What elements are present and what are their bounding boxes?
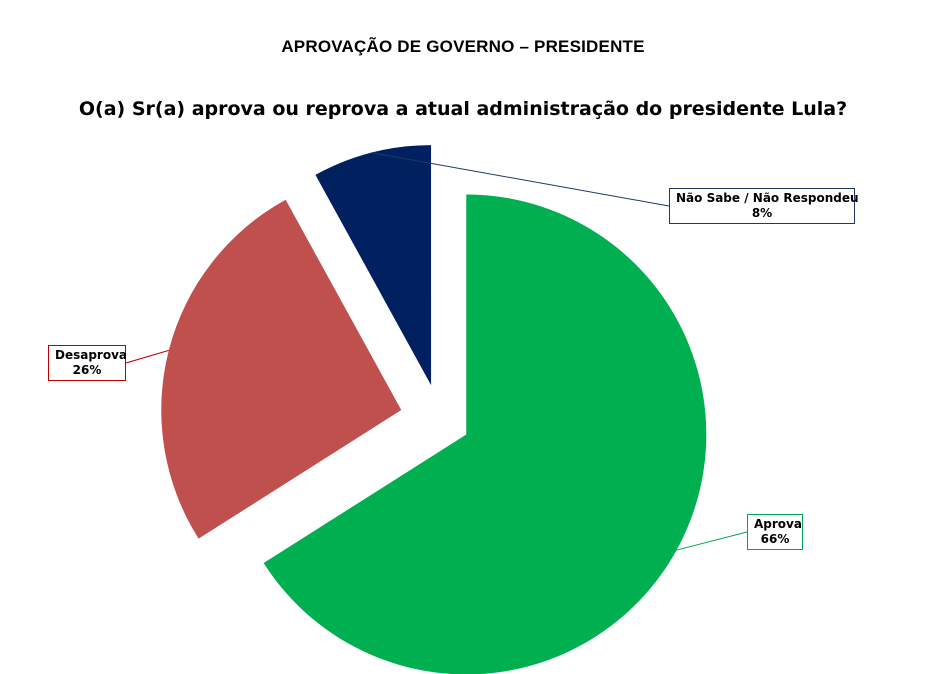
leader-line xyxy=(125,349,169,364)
data-label-nao-sabe: Não Sabe / Não Respondeu 8% xyxy=(669,188,859,224)
data-label-value: 26% xyxy=(72,363,102,377)
leader-line xyxy=(371,152,670,207)
pie-slice-desaprova xyxy=(161,199,402,539)
pie-slice-nao-sabe xyxy=(315,145,432,386)
data-label-value: 66% xyxy=(760,532,790,546)
data-label-category: Desaprova xyxy=(55,348,128,362)
data-label-value: 8% xyxy=(751,206,773,220)
chart-title: O(a) Sr(a) aprova ou reprova a atual adm… xyxy=(78,98,848,120)
data-label-desaprova: Desaprova 26% xyxy=(48,345,128,381)
data-label-aprova: Aprova 66% xyxy=(747,514,803,550)
pie-slice-aprova xyxy=(263,194,707,674)
leader-line xyxy=(676,531,748,551)
page-title: APROVAÇÃO DE GOVERNO – PRESIDENTE xyxy=(281,37,645,56)
data-label-category: Aprova xyxy=(754,517,802,531)
data-label-category: Não Sabe / Não Respondeu xyxy=(676,191,859,205)
